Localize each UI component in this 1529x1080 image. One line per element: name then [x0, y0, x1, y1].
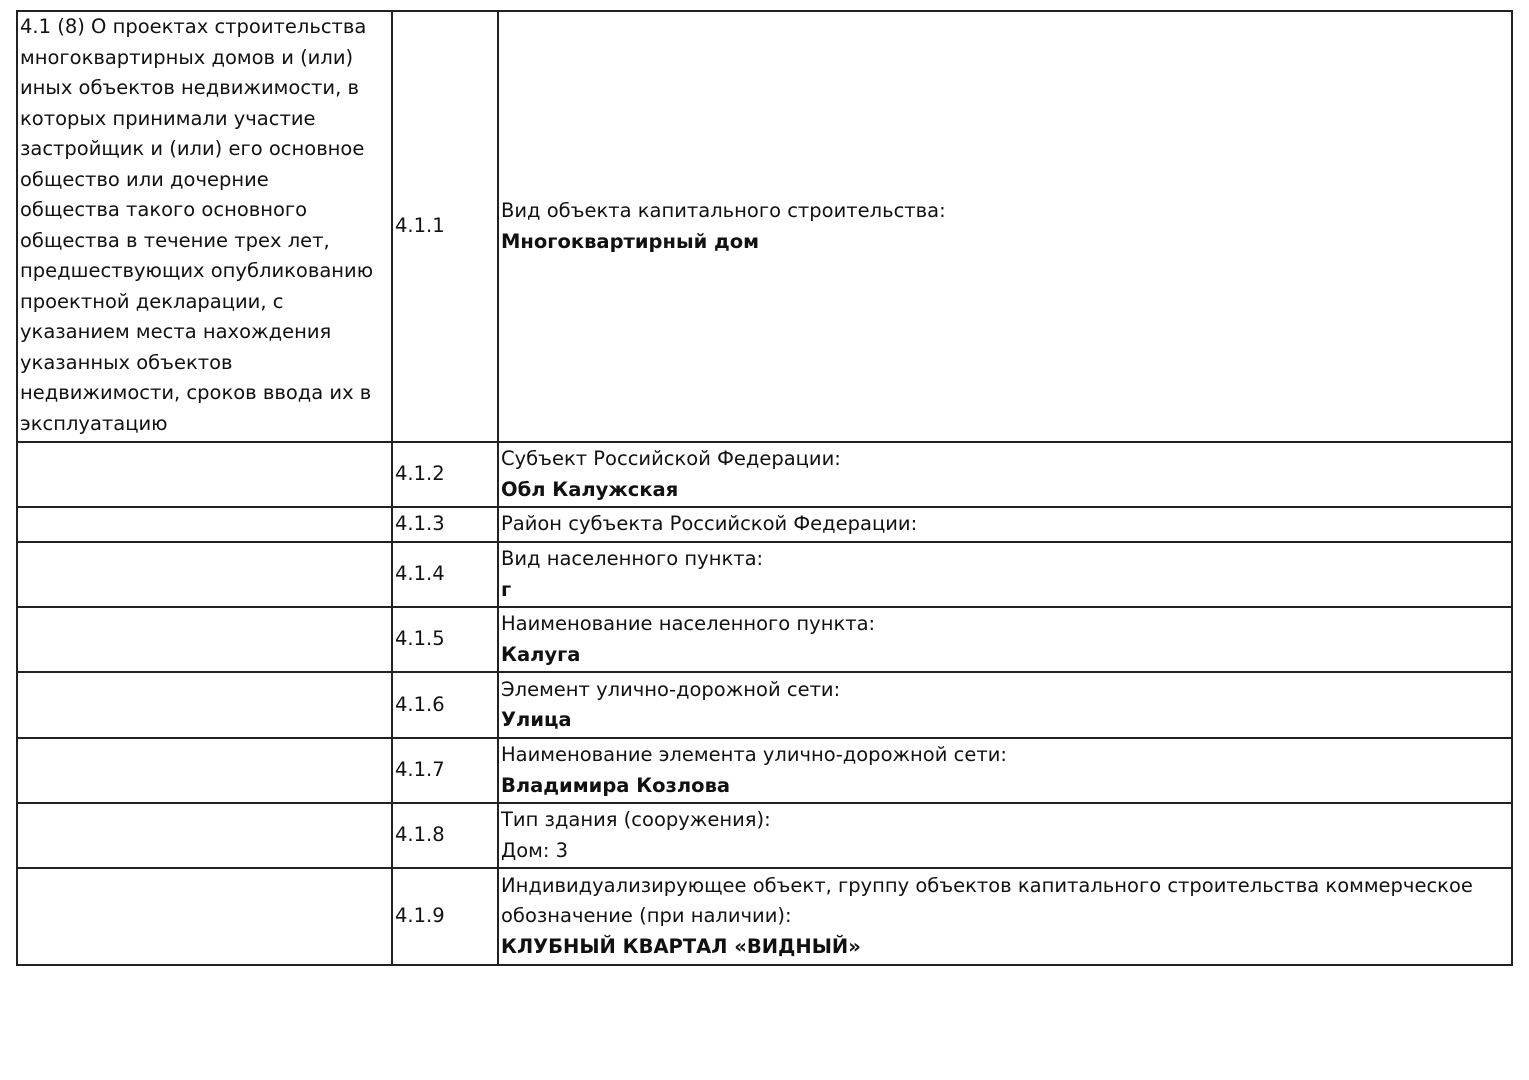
title-line: общества в течение трех лет, — [20, 228, 330, 252]
row-value: Улица — [501, 708, 572, 731]
row-number: 4.1.5 — [391, 606, 499, 673]
empty-cell — [16, 606, 393, 673]
table-row: 4.1.9 Индивидуализирующее объект, группу… — [16, 867, 1513, 966]
row-label: Индивидуализирующее объект, группу объек… — [501, 873, 1473, 897]
row-value: г — [501, 577, 512, 601]
row-number: 4.1.1 — [391, 10, 499, 443]
table-row: 4.1.7 Наименование элемента улично-дорож… — [16, 737, 1513, 804]
row-content: Тип здания (сооружения): Дом: 3 — [497, 802, 1513, 869]
row-content: Субъект Российской Федерации: Обл Калужс… — [497, 441, 1513, 508]
row-number: 4.1.9 — [391, 867, 499, 966]
title-line: указанных объектов — [20, 350, 233, 374]
table-row: 4.1.5 Наименование населенного пункта: К… — [16, 606, 1513, 673]
row-number: 4.1.2 — [391, 441, 499, 508]
row-label: Вид населенного пункта: — [501, 547, 764, 570]
table-row: 4.1.8 Тип здания (сооружения): Дом: 3 — [16, 802, 1513, 869]
row-value: Калуга — [501, 642, 581, 666]
row-label: Наименование населенного пункта: — [501, 612, 876, 635]
row-label: Тип здания (сооружения): — [501, 808, 771, 831]
row-number: 4.1.3 — [391, 506, 499, 543]
title-line: общество или дочерние — [20, 167, 269, 191]
table-row: 4.1.4 Вид населенного пункта: г — [16, 541, 1513, 608]
declaration-table: 4.1 (8) О проектах строительства многокв… — [16, 10, 1513, 966]
row-label: Вид объекта капитального строительства: — [501, 199, 946, 222]
title-line: эксплуатацию — [20, 411, 168, 435]
title-line: застройщик и (или) его основное — [20, 137, 365, 160]
row-label: Наименование элемента улично-дорожной се… — [501, 743, 1007, 766]
title-line: проектной декларации, с — [20, 289, 284, 313]
title-line: многоквартирных домов и (или) — [20, 45, 354, 69]
empty-cell — [16, 506, 393, 543]
table-row: 4.1.2 Субъект Российской Федерации: Обл … — [16, 441, 1513, 508]
row-label: Район субъекта Российской Федерации: — [501, 512, 918, 536]
row-number: 4.1.4 — [391, 541, 499, 608]
title-line: общества такого основного — [20, 198, 308, 221]
table-row: 4.1.6 Элемент улично-дорожной сети: Улиц… — [16, 671, 1513, 739]
title-line: 4.1 (8) О проектах строительства — [20, 15, 367, 38]
empty-cell — [16, 671, 393, 739]
title-line: иных объектов недвижимости, в — [20, 76, 359, 99]
row-content: Вид объекта капитального строительства: … — [497, 10, 1513, 443]
empty-cell — [16, 541, 393, 608]
row-value: Владимира Козлова — [501, 773, 731, 797]
title-line: указанием места нахождения — [20, 320, 332, 343]
row-label: обозначение (при наличии): — [501, 904, 792, 928]
row-value: Обл Калужская — [501, 477, 679, 501]
row-content: Наименование элемента улично-дорожной се… — [497, 737, 1513, 804]
row-value: КЛУБНЫЙ КВАРТАЛ «ВИДНЫЙ» — [501, 934, 861, 958]
row-value: Дом: 3 — [501, 838, 569, 862]
row-content: Индивидуализирующее объект, группу объек… — [497, 867, 1513, 966]
row-number: 4.1.6 — [391, 671, 499, 739]
empty-cell — [16, 737, 393, 804]
title-line: недвижимости, сроков ввода их в — [20, 381, 372, 404]
row-label: Субъект Российской Федерации: — [501, 447, 841, 470]
empty-cell — [16, 802, 393, 869]
empty-cell — [16, 867, 393, 966]
table-row: 4.1.3 Район субъекта Российской Федераци… — [16, 506, 1513, 543]
row-content: Элемент улично-дорожной сети: Улица — [497, 671, 1513, 739]
title-line: которых принимали участие — [20, 106, 316, 130]
section-title: 4.1 (8) О проектах строительства многокв… — [16, 10, 393, 443]
empty-cell — [16, 441, 393, 508]
row-label: Элемент улично-дорожной сети: — [501, 677, 841, 701]
row-content: Наименование населенного пункта: Калуга — [497, 606, 1513, 673]
row-content: Район субъекта Российской Федерации: — [497, 506, 1513, 543]
title-line: предшествующих опубликованию — [20, 259, 374, 282]
row-number: 4.1.7 — [391, 737, 499, 804]
row-number: 4.1.8 — [391, 802, 499, 869]
row-value: Многоквартирный дом — [501, 229, 760, 253]
row-content: Вид населенного пункта: г — [497, 541, 1513, 608]
table-row: 4.1 (8) О проектах строительства многокв… — [16, 10, 1513, 443]
